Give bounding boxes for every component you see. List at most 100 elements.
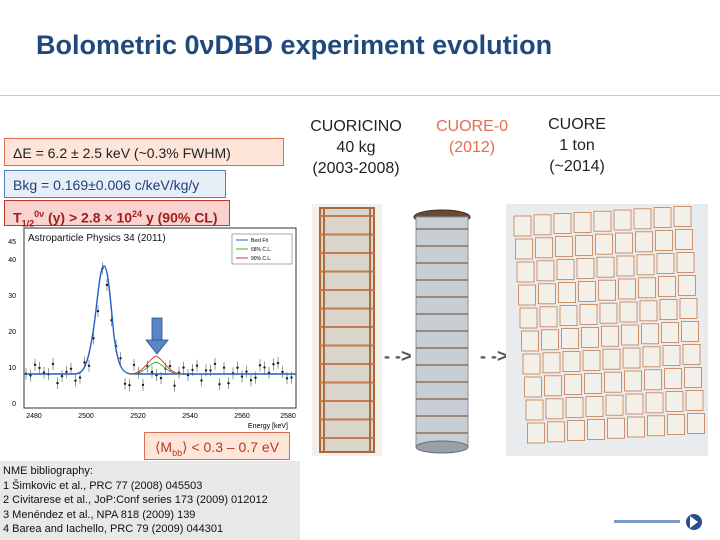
crystal-cell [664,368,682,390]
halflife-sub: 1/2 [21,218,35,229]
limit-curve-90 [129,355,183,375]
crystal-cell [553,213,572,235]
crystal-cell [584,372,602,394]
legend-90: 90% C.L. [251,256,272,262]
mass-prefix: ⟨M [154,439,173,455]
crystal-cell [535,237,553,259]
crystal-cell [598,279,616,301]
xtick-2540: 2540 [182,413,198,420]
crystal-cell [576,258,595,279]
crystal-cell [536,260,555,282]
xtick-2580: 2580 [280,413,296,420]
crystal-cell [641,323,659,345]
crystal-cell [541,329,559,351]
x-ticks: 2480 2500 2520 2540 2560 2580 [26,413,296,420]
down-arrow-icon [145,317,169,355]
crystal-cell [545,398,564,420]
crystal-cell [653,207,672,228]
crystal-cell [585,395,604,417]
crystal-cell [658,276,676,297]
xtick-2520: 2520 [130,413,146,420]
crystal-cell [521,330,539,352]
title-divider [0,95,720,96]
crystal-cell [525,399,544,421]
limit-curve-68 [131,361,181,375]
crystal-cell [599,302,618,324]
halflife-exp: 24 [132,209,143,219]
bibliography-item: 2 Civitarese et al., JoP:Conf series 173… [3,494,268,507]
crystal-cell [615,232,633,254]
crystal-cell [673,206,692,227]
crystal-cell [519,307,538,329]
cuore-label: CUORE 1 ton (~2014) [548,116,606,175]
crystal-cell [662,345,681,367]
journal-label: Astroparticle Physics 34 (2011) [28,233,166,244]
crystal-cell [575,234,593,256]
crystal-cell [561,328,579,349]
ytick-40: 40 [8,257,16,264]
halflife-sup: 0ν [34,209,45,219]
crystal-cell [681,321,699,342]
ytick-45: 45 [8,239,16,246]
crystal-cell [687,412,705,434]
resolution-box: ΔE = 6.2 ± 2.5 keV (~0.3% FWHM) [4,138,284,166]
crystal-cell [538,283,556,305]
arrow-1: - -> [384,346,412,366]
crystal-cell [602,348,621,370]
crystal-cell [618,278,636,300]
crystal-cell [685,389,704,411]
crystal-cell [604,371,622,393]
halflife-rest: (y) > 2.8 × 10 [44,209,133,226]
crystal-cell [513,215,532,237]
mass-box: ⟨Mbb⟩ < 0.3 – 0.7 eV [144,432,290,460]
crystal-cell [624,370,642,392]
crystal-cell [547,421,565,443]
crystal-cell [627,416,645,438]
page-title: Bolometric 0νDBD experiment evolution [36,30,553,60]
crystal-cell [587,418,605,440]
crystal-cell [581,327,599,348]
bibliography-item: 3 Menéndez et al., NPA 818 (2009) 139 [3,508,196,521]
crystal-cell [555,236,573,257]
crystal-cell [607,417,625,439]
crystal-cell [622,347,641,369]
halflife-tail: y (90% CL) [142,209,218,226]
lngs-logo [614,514,702,530]
crystal-cell [524,376,542,398]
crystal-cell [593,210,612,232]
crystal-cell [515,238,533,260]
cuore0-label: CUORE-0 (2012) [435,118,508,156]
ytick-0: 0 [12,401,16,408]
crystal-cell [564,374,582,396]
crystal-cell [605,394,624,416]
crystal-cell [655,230,673,252]
crystal-cell [665,391,684,413]
crystal-cell [678,275,696,296]
mass-sub: bb [172,447,183,458]
bibliography-item: 4 Barea and Iachello, PRC 79 (2009) 0443… [3,523,224,536]
legend: Best Fit 68% C.L. 90% C.L. [231,233,293,265]
bibliography-heading: NME bibliography: [3,465,93,477]
crystal-cell [621,324,639,346]
crystal-cell [516,261,535,283]
crystal-cell [619,301,638,323]
cuoricino-label: CUORICINO 40 kg (2003-2008) [310,118,402,177]
crystal-cell [579,304,598,325]
legend-68: 68% C.L. [251,247,272,253]
halflife-prefix: T [13,209,22,226]
crystal-cell [639,300,658,322]
crystal-cell [682,343,701,365]
ytick-30: 30 [8,293,16,300]
mass-rest: ⟩ < 0.3 – 0.7 eV [182,439,280,455]
crystal-cell [644,369,662,391]
crystal-cell [684,366,702,388]
crystal-cell [522,353,541,375]
crystal-cell [679,298,698,319]
halflife-box: T1/20ν (y) > 2.8 × 1024 y (90% CL) [4,200,230,229]
crystal-cell [595,233,613,255]
crystal-cell [533,214,552,236]
crystal-cell [601,325,619,347]
spectrum-plot: 0 10 20 30 40 45 2480 2500 2520 2540 256… [8,227,297,430]
crystal-cell [613,209,632,231]
crystal-cell [636,254,655,276]
